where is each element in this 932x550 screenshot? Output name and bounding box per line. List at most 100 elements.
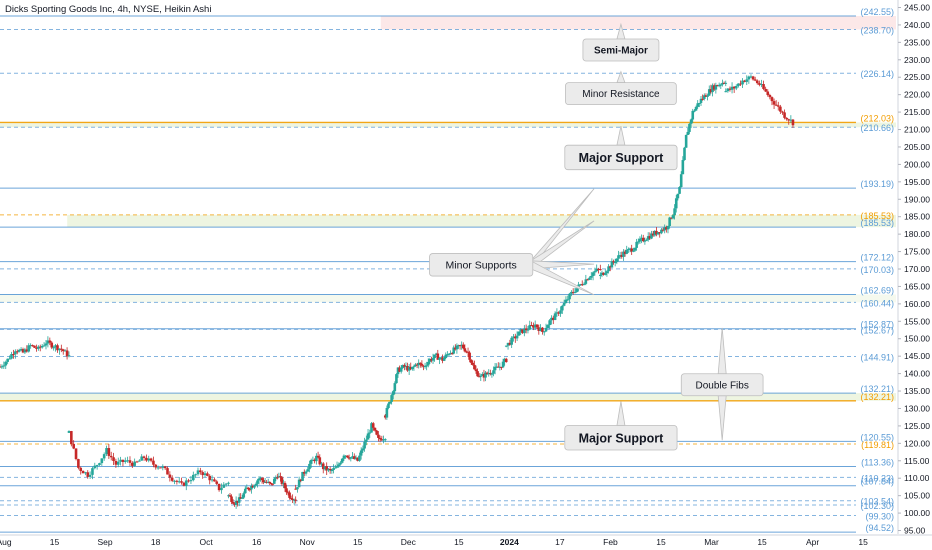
candle-body	[385, 407, 389, 418]
candle-body	[508, 342, 512, 345]
candle-body	[276, 477, 279, 479]
candle-body	[650, 233, 653, 239]
candle-body	[271, 483, 275, 485]
candle-body	[291, 498, 294, 501]
candle-body	[168, 474, 172, 478]
x-tick-label: Mar	[704, 537, 719, 547]
candle-body	[693, 110, 696, 112]
candle-body	[161, 466, 165, 468]
level-label: (185.53)	[860, 211, 894, 221]
candle-body	[495, 366, 498, 368]
candle-body	[599, 274, 602, 276]
time-axis[interactable]: Aug 15 Sep 18 Oct 16 Nov 15 Dec 15 2024 17 Feb 15 Mar 1…	[0, 534, 932, 547]
callout-box	[429, 253, 534, 277]
x-tick-label: 2024	[500, 537, 519, 547]
candle-body	[19, 349, 23, 351]
candle-body	[206, 473, 209, 476]
candle-body	[420, 363, 424, 366]
candle-body	[688, 123, 691, 132]
level-label: (144.91)	[860, 352, 894, 362]
candle-body	[559, 310, 562, 314]
candle-body	[6, 358, 9, 362]
candle-body	[21, 349, 25, 353]
candle-body	[779, 106, 782, 112]
x-tick-label: Dec	[401, 537, 417, 547]
candle-body	[285, 488, 288, 493]
candle-body	[433, 354, 436, 359]
candle-body	[490, 373, 494, 375]
candle-body	[791, 119, 795, 126]
candle-body	[210, 479, 214, 481]
candle-body	[119, 459, 122, 462]
candle-body	[373, 427, 377, 431]
candle-body	[259, 478, 262, 480]
candle-body	[579, 284, 582, 286]
candle-body	[84, 472, 87, 474]
candle-body	[605, 271, 609, 274]
candle-body	[423, 366, 427, 368]
candle-body	[29, 345, 32, 347]
candle-body	[669, 217, 673, 219]
y-tick-label: 160.00	[904, 299, 930, 309]
level-label: (107.84)	[860, 477, 894, 487]
candle-body	[709, 89, 713, 93]
candle-body	[414, 364, 417, 367]
candle-body	[493, 366, 497, 371]
candle-body	[263, 481, 267, 483]
candle-body	[262, 480, 265, 483]
candle-body	[473, 364, 476, 370]
candle-body	[630, 248, 633, 252]
candle-body	[703, 95, 706, 99]
candle-body	[640, 237, 643, 239]
price-axis[interactable]: 95.00 100.00 105.00 110.00 115.00 120.00 125.0…	[897, 0, 930, 536]
candle-body	[610, 261, 614, 268]
candle-body	[320, 463, 323, 465]
candle-body	[23, 349, 27, 353]
candle-body	[526, 329, 530, 331]
y-tick-label: 230.00	[904, 55, 930, 65]
candle-body	[573, 291, 577, 293]
y-tick-label: 170.00	[904, 264, 930, 274]
candle-body	[463, 348, 467, 352]
candle-body	[145, 457, 148, 461]
callout-text: Minor Resistance	[582, 89, 660, 100]
candle-body	[330, 470, 334, 472]
candle-body	[632, 250, 635, 252]
candle-body	[247, 487, 250, 490]
candle-body	[485, 372, 489, 374]
candle-body	[768, 94, 772, 98]
candle-body	[189, 480, 193, 482]
candle-body	[622, 251, 625, 257]
candle-body	[328, 468, 332, 471]
candle-body	[344, 455, 347, 457]
candle-body	[296, 487, 299, 490]
candle-body	[595, 268, 599, 272]
candle-body	[149, 458, 153, 461]
candle-body	[524, 328, 528, 330]
callout-text: Major Support	[579, 431, 665, 445]
candle-body	[653, 230, 657, 236]
candle-body	[613, 262, 617, 264]
candle-body	[627, 249, 630, 251]
callouts: Semi-Major Minor Resistance Major Support M…	[429, 22, 764, 451]
candle-body	[519, 329, 523, 332]
candle-body	[48, 340, 52, 343]
candle-body	[70, 431, 73, 444]
callout-box	[564, 425, 678, 451]
candle-body	[541, 327, 544, 332]
callout-major-support: Major Support	[564, 125, 678, 171]
candle-body	[571, 291, 575, 293]
candle-body	[220, 487, 223, 491]
candle-body	[728, 88, 732, 90]
candle-body	[395, 374, 398, 384]
candle-body	[72, 443, 75, 449]
candle-body	[481, 374, 484, 376]
candle-body	[38, 346, 42, 348]
candle-body	[412, 366, 416, 368]
level-label: (193.19)	[860, 179, 894, 189]
candle-body	[532, 325, 535, 328]
y-tick-label: 235.00	[904, 37, 930, 47]
candle-body	[79, 467, 83, 471]
candle-body	[658, 232, 662, 234]
